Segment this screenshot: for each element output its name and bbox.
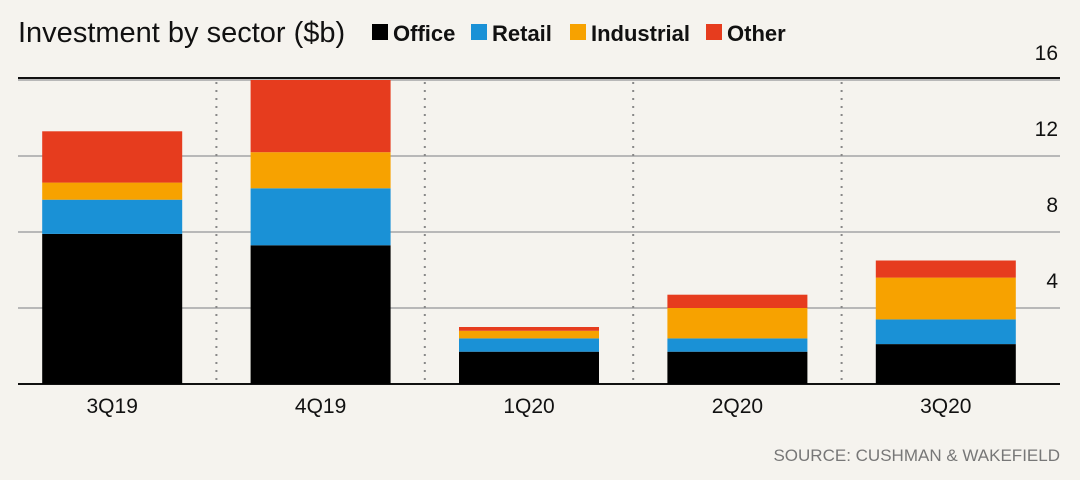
legend-label-retail: Retail — [492, 21, 552, 46]
bar-3q19-retail — [42, 199, 183, 234]
bars — [42, 80, 1016, 384]
legend-swatch-industrial — [570, 24, 586, 40]
bar-3q20-office — [875, 344, 1016, 384]
legend-swatch-retail — [471, 24, 487, 40]
legend-swatch-other — [706, 24, 722, 40]
bar-3q20-retail — [875, 319, 1016, 345]
chart-title: Investment by sector ($b) — [18, 17, 345, 49]
bar-1q20-industrial — [459, 330, 599, 339]
x-label-2q20: 2Q20 — [712, 395, 763, 418]
bar-3q19-other — [42, 131, 183, 183]
bar-3q20-industrial — [875, 277, 1016, 320]
legend: Office Retail Industrial Other — [372, 21, 786, 46]
x-axis-labels: 3Q19 4Q19 1Q20 2Q20 3Q20 — [87, 395, 972, 418]
x-label-4q19: 4Q19 — [295, 395, 346, 418]
y-axis-ticks: 4 8 12 16 — [1035, 42, 1059, 293]
bar-2q20-industrial — [667, 308, 808, 339]
legend-label-office: Office — [393, 21, 455, 46]
bar-4q19-industrial — [250, 152, 391, 189]
bar-2q20-retail — [667, 338, 808, 352]
legend-label-other: Other — [727, 21, 786, 46]
bar-4q19-office — [250, 245, 391, 384]
bar-4q19-retail — [250, 188, 391, 246]
y-tick-label-4: 4 — [1046, 270, 1058, 293]
x-label-1q20: 1Q20 — [503, 395, 554, 418]
source-note: SOURCE: CUSHMAN & WAKEFIELD — [773, 446, 1060, 465]
bar-1q20-office — [459, 351, 599, 384]
bar-4q19-other — [250, 80, 391, 153]
legend-label-industrial: Industrial — [591, 21, 690, 46]
bar-2q20-other — [667, 294, 808, 308]
y-tick-label-12: 12 — [1035, 118, 1058, 141]
y-tick-label-16: 16 — [1035, 42, 1058, 65]
bar-1q20-retail — [459, 338, 599, 352]
bar-1q20-other — [459, 327, 599, 331]
x-label-3q20: 3Q20 — [920, 395, 971, 418]
legend-swatch-office — [372, 24, 388, 40]
bar-3q19-office — [42, 233, 183, 384]
bar-3q20-other — [875, 260, 1016, 278]
bar-3q19-industrial — [42, 182, 183, 200]
y-tick-label-8: 8 — [1046, 194, 1058, 217]
bar-2q20-office — [667, 351, 808, 384]
x-label-3q19: 3Q19 — [87, 395, 138, 418]
